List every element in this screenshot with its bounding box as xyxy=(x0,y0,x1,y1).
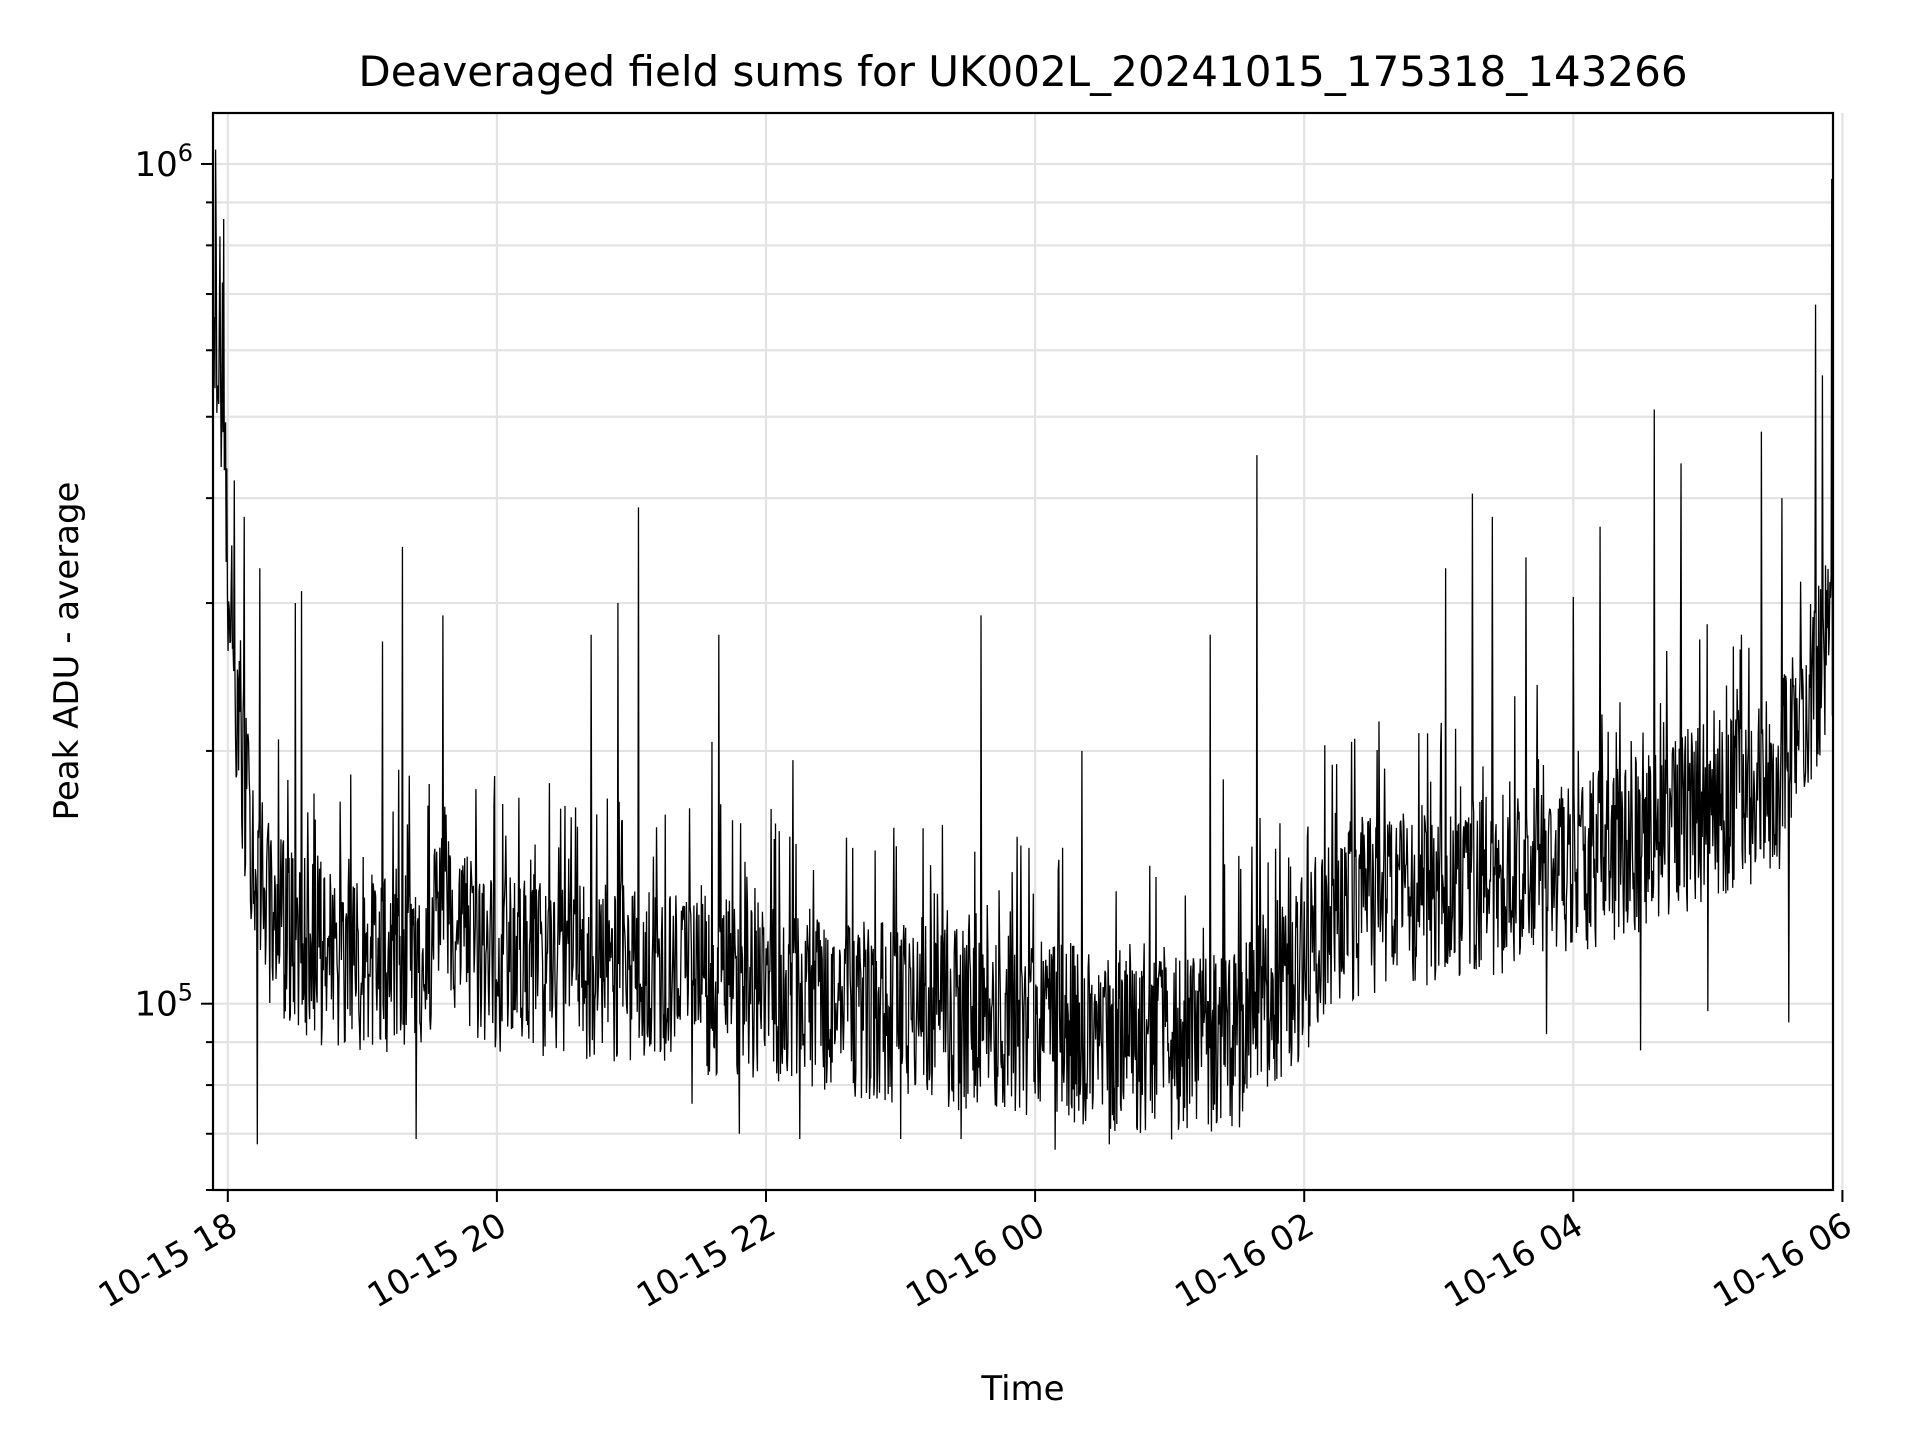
x-tick-label: 10-15 20 xyxy=(361,1205,513,1316)
grid-layer xyxy=(213,113,1844,1192)
x-tick-label: 10-16 00 xyxy=(899,1205,1051,1316)
y-tick-label: 106 xyxy=(134,139,193,185)
x-tick-label: 10-16 06 xyxy=(1707,1205,1859,1316)
y-axis-label: Peak ADU - average xyxy=(47,482,87,821)
x-axis-label: Time xyxy=(980,1369,1064,1409)
series-line xyxy=(213,149,1834,1150)
plot-frame xyxy=(211,111,1835,1192)
x-tick-label: 10-16 04 xyxy=(1437,1205,1589,1316)
x-tick-label: 10-15 22 xyxy=(630,1205,782,1316)
y-tick-label: 105 xyxy=(134,979,193,1025)
x-tick-label: 10-16 02 xyxy=(1168,1205,1320,1316)
tick-layer: 10-15 18 10-15 20 10-15 22 10-16 00 10-16 02… xyxy=(92,139,1859,1316)
chart-title: Deaveraged field sums for UK002L_2024101… xyxy=(358,47,1687,96)
x-tick-label: 10-15 18 xyxy=(92,1205,244,1316)
